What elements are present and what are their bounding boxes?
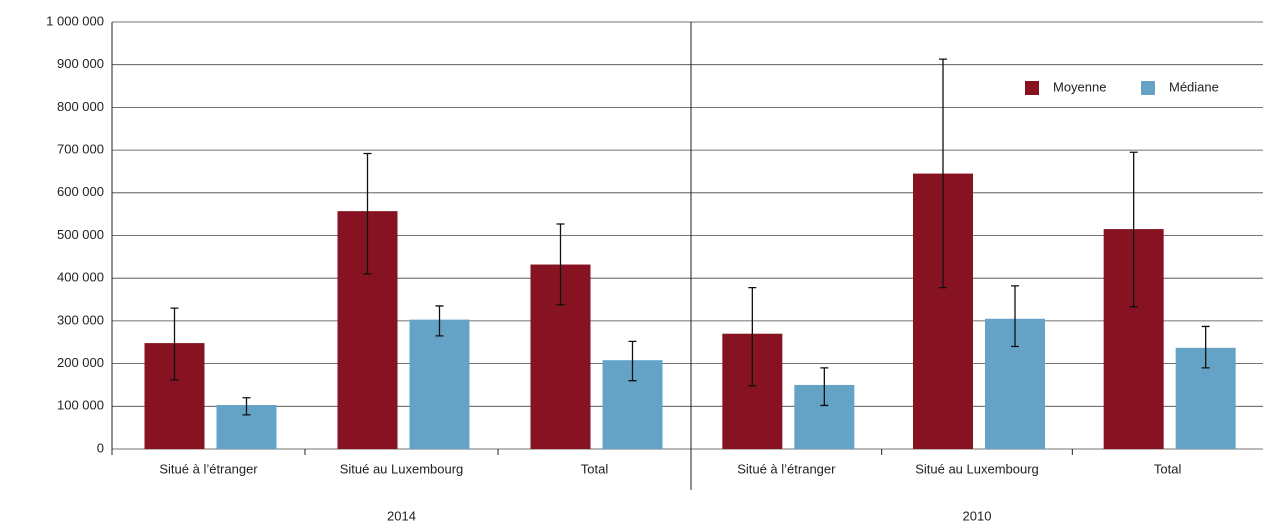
- bar: [409, 319, 470, 449]
- x-tick-label: Situé à l’étranger: [159, 461, 258, 476]
- y-tick-label: 600 000: [57, 184, 104, 199]
- error-bar: [820, 367, 829, 407]
- y-tick-label: 700 000: [57, 142, 104, 157]
- group-label: 2010: [963, 508, 992, 523]
- error-bar: [1129, 151, 1138, 308]
- y-tick-label: 500 000: [57, 227, 104, 242]
- error-bar: [170, 307, 179, 381]
- y-tick-label: 1 000 000: [46, 13, 104, 28]
- legend-label: Moyenne: [1053, 79, 1106, 94]
- x-tick-label: Total: [1154, 461, 1182, 476]
- y-tick-label: 900 000: [57, 56, 104, 71]
- group-label: 2014: [387, 508, 416, 523]
- y-tick-label: 100 000: [57, 398, 104, 413]
- y-tick-label: 400 000: [57, 270, 104, 285]
- legend-swatch: [1025, 81, 1039, 95]
- error-bar: [363, 152, 372, 275]
- error-bar: [1011, 285, 1019, 348]
- y-tick-label: 300 000: [57, 312, 104, 327]
- y-tick-label: 200 000: [57, 355, 104, 370]
- x-tick-label: Situé au Luxembourg: [340, 461, 464, 476]
- x-tick-label: Situé au Luxembourg: [915, 461, 1039, 476]
- y-tick-label: 800 000: [57, 99, 104, 114]
- error-bar: [939, 58, 947, 289]
- error-bar: [556, 223, 565, 306]
- x-tick-label: Total: [581, 461, 609, 476]
- y-tick-label: 0: [97, 440, 104, 455]
- error-bar: [628, 340, 637, 382]
- x-tick-label: Situé à l’étranger: [737, 461, 836, 476]
- legend-swatch: [1141, 81, 1155, 95]
- error-bar: [435, 305, 444, 337]
- error-bar: [1201, 325, 1210, 369]
- error-bar: [748, 286, 757, 387]
- error-bar: [242, 397, 251, 416]
- legend-label: Médiane: [1169, 79, 1219, 94]
